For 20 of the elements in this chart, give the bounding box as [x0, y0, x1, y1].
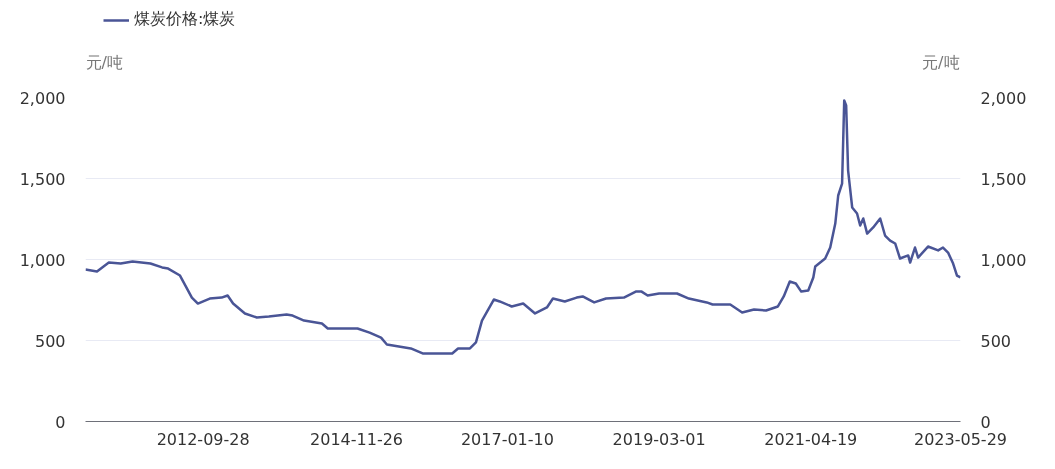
- y-tick-label: 0: [55, 412, 66, 432]
- legend-label: 煤炭价格:煤炭: [134, 9, 236, 30]
- x-tick-label: 2023-05-29: [914, 429, 1007, 449]
- y-tick-label: 1,000: [19, 250, 66, 270]
- x-tick-label: 2012-09-28: [156, 429, 250, 449]
- line-series: [85, 99, 961, 355]
- y2-tick-label: 500: [980, 331, 1012, 351]
- x-tick-label: 2021-04-19: [764, 429, 858, 449]
- y-tick-label: 2,000: [19, 88, 66, 108]
- x-tick-label: 2019-03-01: [612, 429, 706, 449]
- y-tick-label: 1,500: [19, 169, 66, 189]
- y-axis-title: 元/吨: [85, 53, 123, 72]
- y2-tick-label: 1,500: [980, 169, 1027, 189]
- y2-tick-label: 0: [980, 412, 991, 432]
- y-tick-label: 500: [34, 331, 66, 351]
- y2-axis-title: 元/吨: [922, 53, 960, 72]
- y2-tick-label: 1,000: [980, 250, 1027, 270]
- x-tick-label: 2017-01-10: [460, 429, 554, 449]
- y2-tick-label: 2,000: [980, 88, 1027, 108]
- x-tick-label: 2014-11-26: [310, 429, 404, 449]
